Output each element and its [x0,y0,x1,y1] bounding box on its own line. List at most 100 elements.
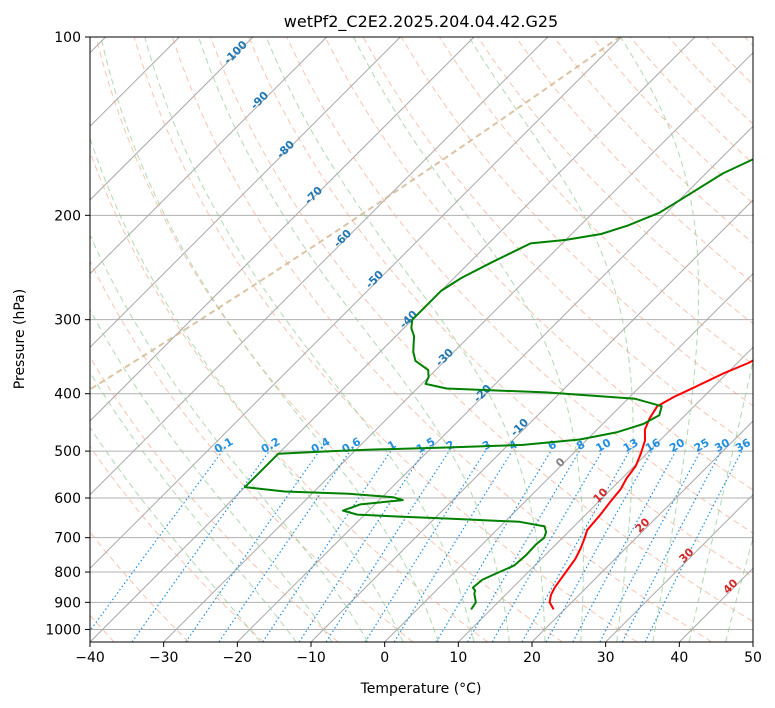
moist-adiabat-label: 30 [677,545,697,565]
moist-adiabat-line [198,37,510,642]
isotherm-line [90,37,328,275]
mixing-ratio-label: 30 [712,436,732,455]
dry-adiabat-line [95,37,563,642]
dry-adiabats [90,37,753,642]
x-tick-label: −40 [75,650,105,666]
isobar-gridlines [90,37,753,630]
moist-adiabat-label: 10 [591,485,611,505]
mixing-ratio-line [298,450,425,642]
y-tick-label: 600 [54,491,81,507]
y-tick-label: 900 [54,595,81,611]
y-tick-label: 500 [54,444,81,460]
moist-adiabat-line [90,308,333,642]
mixing-ratio-line [545,450,653,642]
isotherm-label: -10 [508,416,531,439]
x-tick-label: 20 [523,650,541,666]
temperature-profile-line [548,359,753,610]
mixing-ratio-line [218,450,351,642]
dry-adiabat-line [133,37,638,642]
isotherm-label: -80 [274,138,297,161]
dry-adiabat-line [324,37,753,491]
isotherm-line [90,37,401,349]
isotherm-line [752,641,753,642]
dry-adiabat-line [706,37,753,86]
dry-adiabat-line [90,531,190,642]
mixing-ratio-line [521,450,631,642]
mixing-ratio-line [90,450,223,632]
mixing-ratio-label: 16 [643,436,663,455]
isotherm-line [90,37,475,422]
dewpoint-profile-line [243,158,753,610]
isotherm-line [90,37,696,642]
mixing-ratio-label: 20 [667,436,687,455]
moist-adiabat-line [90,136,404,642]
isotherm-line [236,125,753,642]
x-axis-label: Temperature (°C) [360,681,482,697]
mixing-ratio-label: 36 [733,436,753,455]
isotherm-line [90,37,622,570]
mixing-ratio-line [644,450,743,642]
isotherm-label: -40 [397,308,420,331]
isotherm-line [384,272,753,642]
x-tick-label: 30 [597,650,615,666]
chart-title: wetPf2_C2E2.2025.204.04.42.G25 [284,12,558,32]
isotherm-label: -70 [302,184,325,207]
dry-adiabat-line [90,259,414,642]
y-axis-label: Pressure (hPa) [12,289,28,389]
background-lines [90,37,753,642]
mixing-ratio-line [131,450,270,642]
x-tick-label: −10 [296,650,326,666]
mixing-ratio-line [393,450,513,642]
y-tick-label: 800 [54,565,81,581]
isotherm-line [310,199,753,642]
isotherm-line [163,51,753,642]
x-tick-label: 50 [744,650,762,666]
x-axis-ticks: −40 −30 −20 −10 0 10 20 30 40 50 [75,642,762,666]
moist-adiabat-line [265,37,546,642]
x-tick-label: 40 [670,650,688,666]
isotherm-line [90,37,254,201]
x-tick-label: −20 [223,650,253,666]
lcl-curve-line [90,37,621,391]
moist-adiabat-line [90,426,261,642]
lcl-curve [90,37,621,391]
sounding-series [243,158,753,610]
x-tick-label: −30 [149,650,179,666]
moist-adiabat-line [353,37,584,642]
moist-adiabats [90,37,753,642]
moist-adiabat-line [90,233,369,642]
isotherm-label: -30 [433,346,456,369]
dry-adiabat-line [171,37,712,642]
moist-adiabat-line [620,37,700,642]
mixing-ratio-label: 0.6 [340,435,364,456]
isotherm-label: -20 [471,382,494,405]
isotherm-label: -100 [221,38,250,67]
moist-adiabat-line [688,358,753,642]
y-tick-label: 1000 [45,622,81,638]
mixing-ratio-line [262,450,392,642]
x-tick-label: 0 [380,650,389,666]
isotherm-line [678,567,753,642]
isotherm-line [605,493,753,642]
isotherm-line [457,346,753,642]
mixing-ratio-label: 10 [594,436,614,455]
mixing-ratio-line [572,450,677,642]
y-tick-label: 300 [54,313,81,329]
mixing-ratio-label: 1.5 [414,435,437,456]
y-tick-label: 200 [54,208,81,224]
isotherm-line [531,420,753,642]
isotherm-label: -90 [248,89,271,112]
moist-adiabat-label: 20 [633,515,653,535]
y-axis-ticks: 100 200 300 400 500 600 700 800 900 1000 [45,30,90,638]
mixing-ratio-line [364,450,486,642]
dry-adiabat-line [90,150,488,642]
mixing-ratio-lines [90,450,743,642]
isotherm-line [90,37,549,496]
moist-adiabat-label: 0 [553,455,568,470]
moist-adiabat-line [100,37,439,642]
dry-adiabat-line [90,356,339,642]
dry-adiabat-line [210,37,753,623]
moist-adiabat-line [468,37,634,642]
dry-adiabat-line [286,37,753,534]
